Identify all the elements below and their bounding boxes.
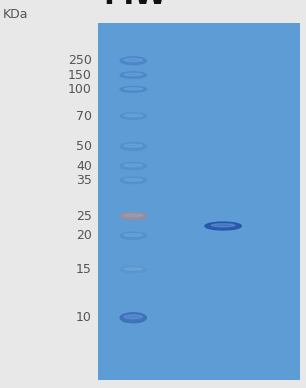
Ellipse shape [120, 57, 146, 65]
Text: 10: 10 [76, 311, 92, 324]
Text: KDa: KDa [3, 8, 28, 21]
Ellipse shape [205, 222, 241, 230]
Ellipse shape [120, 87, 146, 92]
Ellipse shape [124, 268, 143, 270]
Text: 70: 70 [76, 109, 92, 123]
Ellipse shape [120, 113, 146, 119]
Ellipse shape [120, 232, 146, 239]
Ellipse shape [120, 142, 146, 151]
Ellipse shape [120, 163, 146, 170]
Ellipse shape [120, 313, 146, 323]
Text: 50: 50 [76, 140, 92, 153]
Text: 20: 20 [76, 229, 92, 242]
Text: 40: 40 [76, 159, 92, 173]
Ellipse shape [124, 88, 143, 90]
Ellipse shape [211, 223, 235, 227]
Ellipse shape [124, 164, 143, 167]
Ellipse shape [124, 114, 143, 117]
Ellipse shape [124, 144, 143, 147]
Text: 100: 100 [68, 83, 92, 96]
Text: 35: 35 [76, 174, 92, 187]
Ellipse shape [124, 234, 143, 236]
Text: MW: MW [103, 0, 167, 10]
Ellipse shape [124, 178, 143, 181]
Ellipse shape [124, 214, 143, 217]
Text: 250: 250 [68, 54, 92, 67]
Ellipse shape [120, 267, 146, 273]
Ellipse shape [120, 213, 146, 219]
Ellipse shape [120, 177, 146, 184]
Text: 150: 150 [68, 69, 92, 81]
Ellipse shape [124, 59, 143, 62]
Ellipse shape [124, 315, 143, 319]
Ellipse shape [124, 73, 143, 76]
Ellipse shape [120, 72, 146, 78]
Text: 25: 25 [76, 210, 92, 223]
Text: 15: 15 [76, 263, 92, 276]
